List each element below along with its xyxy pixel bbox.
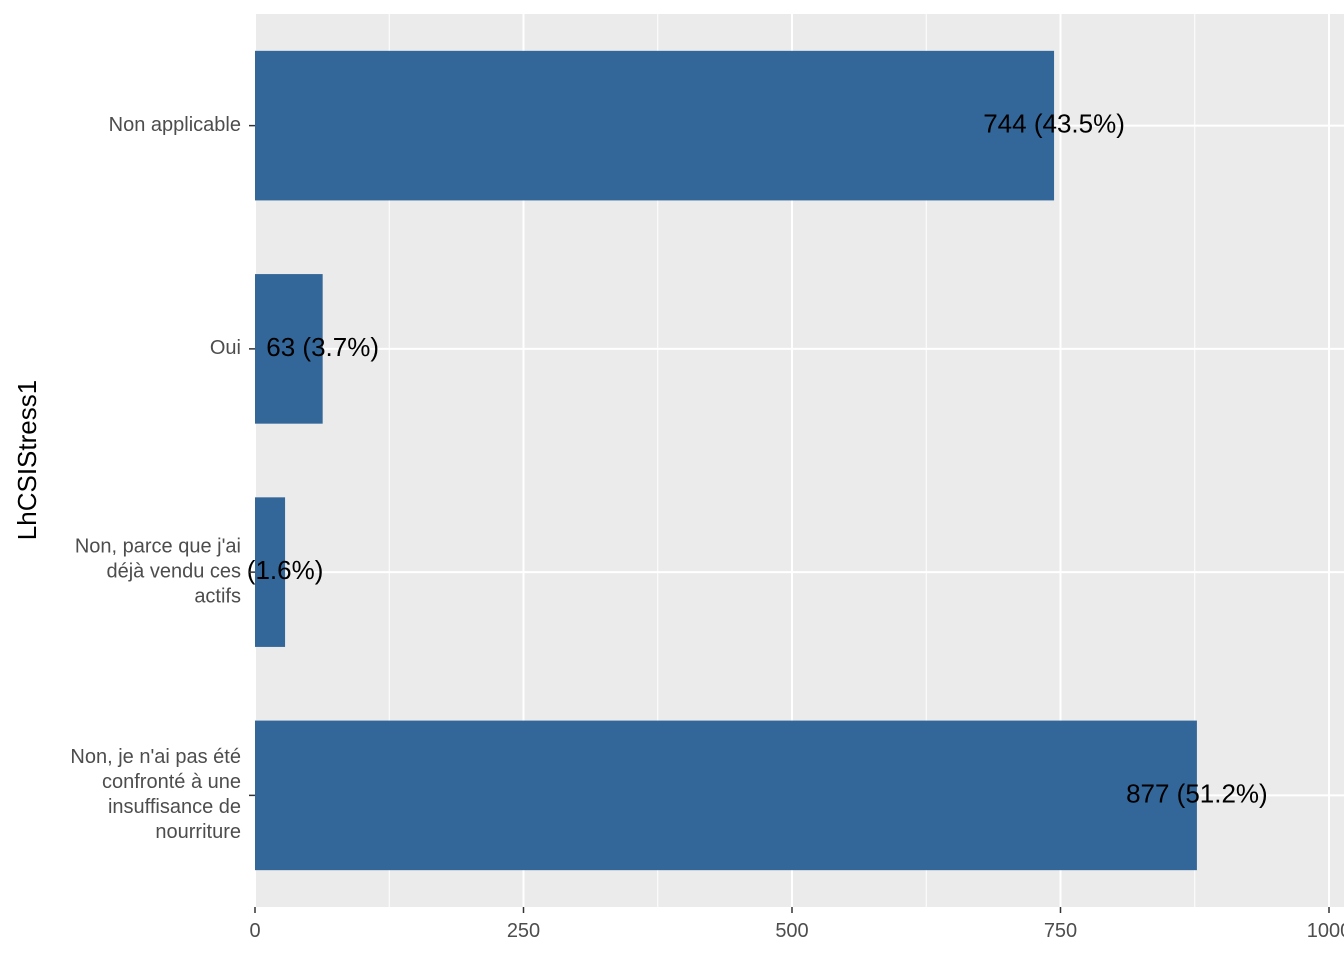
x-tick-label: 0 — [249, 920, 260, 942]
y-tick-label-line: confronté à une — [102, 771, 241, 793]
y-tick-label: Non, parce que j'ai déjà vendu ces actifs — [75, 535, 241, 607]
y-tick-label-line: Non, parce que j'ai — [75, 535, 241, 557]
x-tick-label: 250 — [507, 920, 540, 942]
y-tick-label: Oui — [210, 337, 241, 359]
y-axis: Non applicable Oui Non, parce que j'ai déjà… — [70, 114, 255, 843]
data-label: 877 (51.2%) — [1126, 778, 1268, 808]
y-tick-label: Non, je n'ai pas été confronté à une insuf… — [70, 746, 241, 843]
y-tick-label-line: déjà vendu ces — [106, 560, 241, 582]
y-tick-label-line: Oui — [210, 337, 241, 359]
x-tick-label: 500 — [775, 920, 808, 942]
y-tick-label-line: actifs — [194, 585, 241, 607]
bar — [255, 497, 286, 647]
y-tick-label-line: Non, je n'ai pas été — [70, 746, 241, 768]
data-label: (1.6%) — [247, 555, 324, 585]
data-label: 63 (3.7%) — [266, 332, 379, 362]
data-label: 744 (43.5%) — [983, 109, 1125, 139]
x-axis: 0 250 500 750 1000 — [249, 907, 1344, 942]
bar — [255, 50, 1055, 201]
bar — [255, 274, 323, 424]
bars — [255, 50, 1197, 871]
data-labels: 744 (43.5%) 63 (3.7%) (1.6%) 877 (51.2%) — [247, 109, 1268, 809]
y-tick-label-line: insuffisance de — [108, 796, 241, 818]
y-tick-label-line: nourriture — [155, 821, 241, 843]
y-axis-title: LhCSIStress1 — [12, 380, 42, 540]
x-tick-label: 750 — [1044, 920, 1077, 942]
y-tick-label-line: Non applicable — [109, 114, 241, 136]
x-tick-label: 1000 — [1307, 920, 1344, 942]
bar — [255, 720, 1197, 871]
y-tick-label: Non applicable — [109, 114, 241, 136]
